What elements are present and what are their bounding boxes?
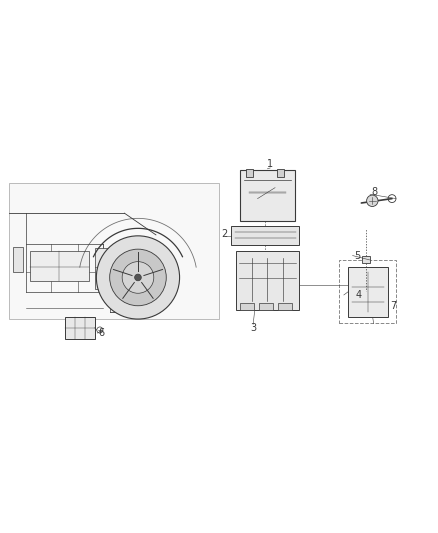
Circle shape — [122, 262, 154, 293]
Text: 5: 5 — [354, 251, 360, 261]
Text: 3: 3 — [250, 323, 256, 333]
Text: 2: 2 — [221, 229, 227, 239]
Circle shape — [110, 249, 166, 306]
Circle shape — [96, 236, 180, 319]
Text: 4: 4 — [355, 290, 361, 300]
Bar — [231, 226, 299, 246]
Bar — [95, 248, 114, 289]
Bar — [277, 169, 284, 177]
Bar — [240, 303, 254, 310]
Bar — [30, 251, 88, 281]
Bar — [236, 251, 299, 310]
Bar — [246, 169, 253, 177]
Bar — [13, 247, 24, 271]
Circle shape — [367, 195, 378, 206]
Text: 7: 7 — [390, 301, 396, 311]
Bar — [348, 266, 388, 317]
Bar — [9, 183, 219, 319]
Text: 8: 8 — [371, 187, 378, 197]
Bar — [240, 170, 295, 221]
Text: 1: 1 — [267, 159, 273, 168]
Bar — [362, 256, 370, 263]
Bar — [339, 260, 396, 324]
Bar — [278, 303, 292, 310]
Text: 6: 6 — [99, 328, 105, 338]
Circle shape — [134, 274, 141, 281]
Bar — [259, 303, 273, 310]
Bar — [65, 317, 95, 339]
